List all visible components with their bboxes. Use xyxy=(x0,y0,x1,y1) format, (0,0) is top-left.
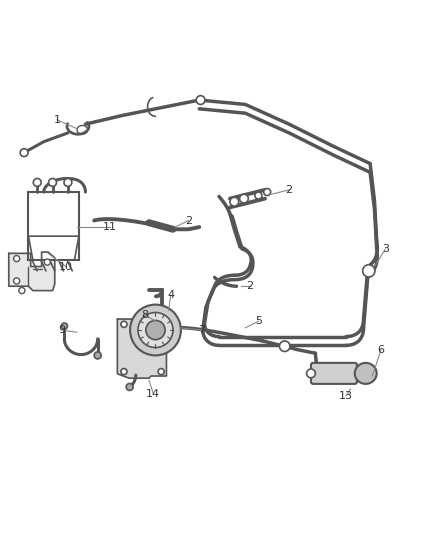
Text: 2: 2 xyxy=(246,281,253,291)
Circle shape xyxy=(307,369,315,378)
Circle shape xyxy=(130,304,181,356)
Circle shape xyxy=(240,194,248,203)
Circle shape xyxy=(230,197,239,206)
Text: 9: 9 xyxy=(58,325,65,335)
Text: 13: 13 xyxy=(339,391,353,401)
Circle shape xyxy=(279,341,290,351)
Circle shape xyxy=(19,287,25,294)
Circle shape xyxy=(146,320,165,340)
Circle shape xyxy=(14,278,20,284)
Text: 3: 3 xyxy=(382,244,389,254)
Circle shape xyxy=(126,383,133,391)
Text: 5: 5 xyxy=(255,316,262,326)
Text: 2: 2 xyxy=(286,185,293,195)
Polygon shape xyxy=(28,236,79,260)
Circle shape xyxy=(44,259,50,265)
Text: 2: 2 xyxy=(185,215,192,225)
Text: 4: 4 xyxy=(167,290,174,300)
Text: 11: 11 xyxy=(102,222,117,232)
Circle shape xyxy=(158,368,164,375)
Ellipse shape xyxy=(355,363,377,384)
Circle shape xyxy=(255,192,262,199)
Bar xyxy=(28,192,79,260)
Circle shape xyxy=(138,312,173,348)
Circle shape xyxy=(49,179,57,187)
Circle shape xyxy=(94,352,101,359)
Text: 14: 14 xyxy=(146,389,160,399)
Text: 7: 7 xyxy=(198,325,205,335)
Text: 1: 1 xyxy=(53,115,60,125)
Circle shape xyxy=(20,149,28,157)
Circle shape xyxy=(121,321,127,327)
Circle shape xyxy=(64,179,72,187)
Circle shape xyxy=(33,179,41,187)
FancyBboxPatch shape xyxy=(311,363,357,384)
Text: 10: 10 xyxy=(59,262,73,271)
Circle shape xyxy=(121,368,127,375)
Circle shape xyxy=(264,189,271,196)
Circle shape xyxy=(196,96,205,104)
Text: 8: 8 xyxy=(141,310,148,320)
Circle shape xyxy=(363,265,375,277)
Polygon shape xyxy=(9,252,55,290)
Circle shape xyxy=(14,255,20,262)
Text: 6: 6 xyxy=(378,345,385,355)
Polygon shape xyxy=(117,319,166,378)
Circle shape xyxy=(61,323,67,329)
